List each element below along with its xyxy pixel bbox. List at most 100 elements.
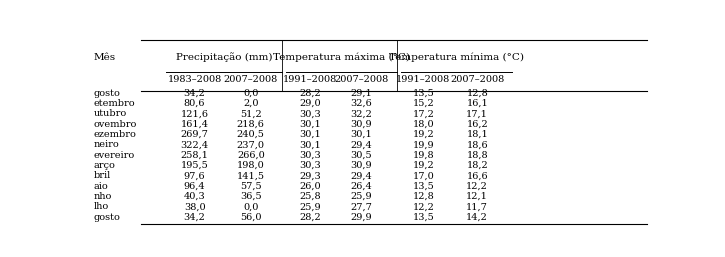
Text: 17,1: 17,1 (466, 109, 488, 118)
Text: 30,1: 30,1 (299, 140, 320, 149)
Text: 12,1: 12,1 (466, 192, 488, 201)
Text: 18,2: 18,2 (466, 161, 488, 170)
Text: 19,2: 19,2 (413, 161, 434, 170)
Text: 30,9: 30,9 (351, 120, 372, 129)
Text: Precipitação (mm): Precipitação (mm) (176, 53, 273, 62)
Text: 29,0: 29,0 (299, 99, 320, 108)
Text: 17,2: 17,2 (413, 109, 434, 118)
Text: 15,2: 15,2 (413, 99, 434, 108)
Text: 80,6: 80,6 (184, 99, 205, 108)
Text: 17,0: 17,0 (413, 171, 434, 180)
Text: 161,4: 161,4 (181, 120, 209, 129)
Text: 218,6: 218,6 (237, 120, 265, 129)
Text: 1983–2008: 1983–2008 (167, 75, 222, 84)
Text: 11,7: 11,7 (466, 203, 488, 212)
Text: gosto: gosto (94, 89, 120, 98)
Text: 29,4: 29,4 (351, 140, 373, 149)
Text: Temperatura mínima (°C): Temperatura mínima (°C) (389, 53, 524, 62)
Text: 38,0: 38,0 (183, 203, 205, 212)
Text: 2,0: 2,0 (243, 99, 259, 108)
Text: gosto: gosto (94, 213, 120, 222)
Text: 30,9: 30,9 (351, 161, 372, 170)
Text: 18,0: 18,0 (413, 120, 434, 129)
Text: 19,8: 19,8 (413, 151, 434, 160)
Text: Mês: Mês (94, 53, 115, 62)
Text: 269,7: 269,7 (181, 130, 209, 139)
Text: 25,9: 25,9 (299, 203, 320, 212)
Text: 2007–2008: 2007–2008 (334, 75, 389, 84)
Text: 18,1: 18,1 (466, 130, 488, 139)
Text: 16,1: 16,1 (466, 99, 488, 108)
Text: 141,5: 141,5 (237, 171, 265, 180)
Text: 34,2: 34,2 (183, 213, 205, 222)
Text: bril: bril (94, 171, 111, 180)
Text: 0,0: 0,0 (243, 89, 258, 98)
Text: 12,8: 12,8 (466, 89, 488, 98)
Text: 13,5: 13,5 (413, 213, 434, 222)
Text: 18,8: 18,8 (466, 151, 488, 160)
Text: ezembro: ezembro (94, 130, 136, 139)
Text: 0,0: 0,0 (243, 203, 258, 212)
Text: 195,5: 195,5 (181, 161, 209, 170)
Text: 25,9: 25,9 (351, 192, 372, 201)
Text: 2007–2008: 2007–2008 (223, 75, 278, 84)
Text: ovembro: ovembro (94, 120, 137, 129)
Text: 25,8: 25,8 (299, 192, 320, 201)
Text: 19,9: 19,9 (413, 140, 434, 149)
Text: 32,2: 32,2 (350, 109, 373, 118)
Text: 29,4: 29,4 (351, 171, 373, 180)
Text: nho: nho (94, 192, 112, 201)
Text: 28,2: 28,2 (299, 89, 320, 98)
Text: 28,2: 28,2 (299, 213, 320, 222)
Text: 237,0: 237,0 (237, 140, 265, 149)
Text: 322,4: 322,4 (181, 140, 209, 149)
Text: 40,3: 40,3 (183, 192, 205, 201)
Text: 96,4: 96,4 (183, 182, 205, 191)
Text: 51,2: 51,2 (240, 109, 262, 118)
Text: neiro: neiro (94, 140, 119, 149)
Text: 30,1: 30,1 (299, 130, 320, 139)
Text: 19,2: 19,2 (413, 130, 434, 139)
Text: 13,5: 13,5 (413, 182, 434, 191)
Text: 29,3: 29,3 (299, 171, 320, 180)
Text: etembro: etembro (94, 99, 135, 108)
Text: 30,3: 30,3 (299, 161, 320, 170)
Text: 26,0: 26,0 (299, 182, 320, 191)
Text: 27,7: 27,7 (350, 203, 373, 212)
Text: 16,6: 16,6 (466, 171, 488, 180)
Text: 14,2: 14,2 (466, 213, 488, 222)
Text: 12,2: 12,2 (413, 203, 434, 212)
Text: 198,0: 198,0 (237, 161, 265, 170)
Text: 12,2: 12,2 (466, 182, 488, 191)
Text: arço: arço (94, 161, 115, 170)
Text: 26,4: 26,4 (351, 182, 373, 191)
Text: 30,3: 30,3 (299, 151, 320, 160)
Text: aio: aio (94, 182, 108, 191)
Text: 12,8: 12,8 (413, 192, 434, 201)
Text: 121,6: 121,6 (181, 109, 209, 118)
Text: 30,3: 30,3 (299, 109, 320, 118)
Text: utubro: utubro (94, 109, 127, 118)
Text: 56,0: 56,0 (240, 213, 262, 222)
Text: lho: lho (94, 203, 109, 212)
Text: 36,5: 36,5 (240, 192, 262, 201)
Text: 13,5: 13,5 (413, 89, 434, 98)
Text: 18,6: 18,6 (466, 140, 488, 149)
Text: 30,1: 30,1 (299, 120, 320, 129)
Text: 29,9: 29,9 (351, 213, 372, 222)
Text: 29,1: 29,1 (351, 89, 373, 98)
Text: 1991–2008: 1991–2008 (396, 75, 450, 84)
Text: 30,1: 30,1 (351, 130, 373, 139)
Text: 240,5: 240,5 (237, 130, 265, 139)
Text: evereiro: evereiro (94, 151, 135, 160)
Text: 30,5: 30,5 (351, 151, 372, 160)
Text: 1991–2008: 1991–2008 (283, 75, 337, 84)
Text: 266,0: 266,0 (237, 151, 265, 160)
Text: 57,5: 57,5 (240, 182, 262, 191)
Text: 97,6: 97,6 (183, 171, 205, 180)
Text: 258,1: 258,1 (181, 151, 209, 160)
Text: 2007–2008: 2007–2008 (450, 75, 505, 84)
Text: 34,2: 34,2 (183, 89, 205, 98)
Text: 32,6: 32,6 (351, 99, 373, 108)
Text: Temperatura máxima (°C): Temperatura máxima (°C) (273, 53, 410, 62)
